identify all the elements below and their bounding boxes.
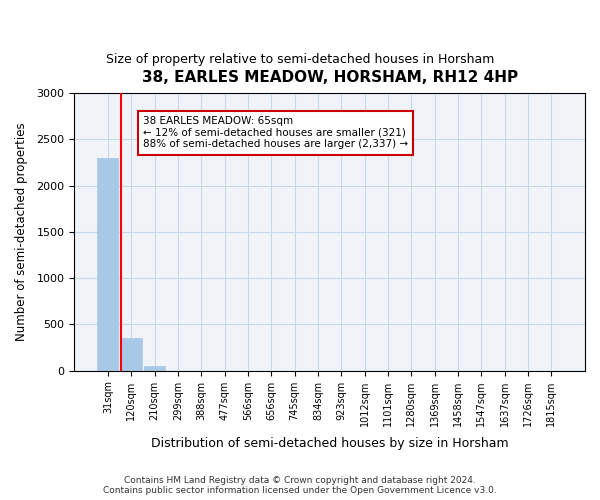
Text: 38 EARLES MEADOW: 65sqm
← 12% of semi-detached houses are smaller (321)
88% of s: 38 EARLES MEADOW: 65sqm ← 12% of semi-de… (143, 116, 408, 150)
Bar (144, 366, 165, 370)
X-axis label: Distribution of semi-detached houses by size in Horsham: Distribution of semi-detached houses by … (151, 437, 508, 450)
Text: Contains HM Land Registry data © Crown copyright and database right 2024.
Contai: Contains HM Land Registry data © Crown c… (103, 476, 497, 495)
Title: 38, EARLES MEADOW, HORSHAM, RH12 4HP: 38, EARLES MEADOW, HORSHAM, RH12 4HP (142, 70, 518, 85)
Y-axis label: Number of semi-detached properties: Number of semi-detached properties (15, 122, 28, 341)
Text: Size of property relative to semi-detached houses in Horsham: Size of property relative to semi-detach… (106, 52, 494, 66)
Bar (121, 338, 142, 370)
Bar (97, 158, 118, 370)
